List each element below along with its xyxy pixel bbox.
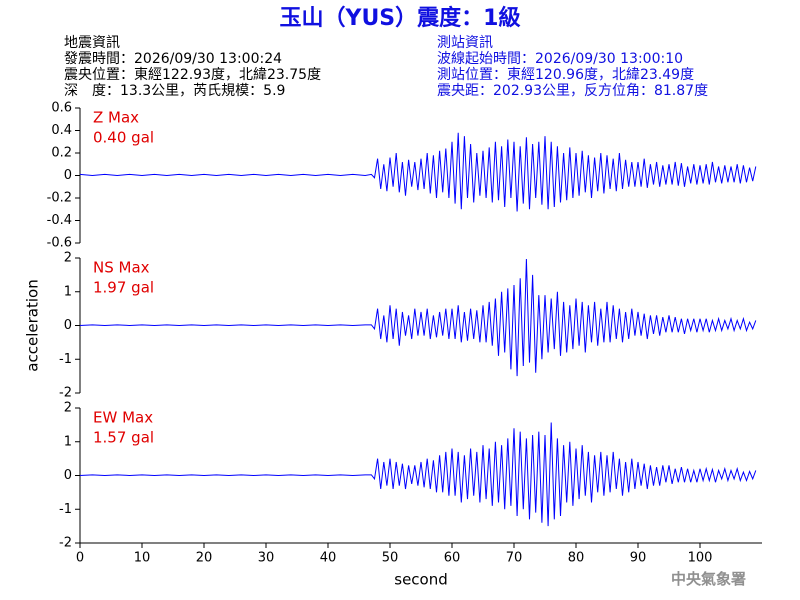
- info-line: 震央位置：東經122.93度，北緯23.75度: [64, 67, 321, 83]
- y-tick-label: 0: [64, 468, 72, 483]
- y-tick-label: -0.4: [47, 213, 72, 228]
- info-line: 測站資訊: [437, 35, 493, 51]
- y-axis-label: acceleration: [24, 279, 42, 371]
- y-tick-label: 0: [64, 318, 72, 333]
- waveform: [79, 132, 757, 212]
- y-tick-label: 1: [64, 284, 72, 299]
- info-line: 深 度：13.3公里，芮氏規模：5.9: [64, 82, 285, 99]
- x-tick-label: 90: [630, 551, 647, 566]
- y-tick-label: -1: [59, 502, 72, 517]
- y-tick-label: 2: [64, 401, 72, 416]
- y-tick-label: -2: [59, 386, 72, 401]
- title: 玉山（YUS）震度：1級: [280, 5, 521, 31]
- y-tick-label: 0: [64, 168, 72, 183]
- y-tick-label: -0.6: [47, 236, 72, 251]
- agency: 中央氣象署: [671, 570, 746, 588]
- info-line: 震央距：202.93公里，反方位角：81.87度: [437, 83, 708, 99]
- x-tick-label: 10: [134, 551, 151, 566]
- x-tick-label: 70: [506, 551, 523, 566]
- max-label: 0.40 gal: [93, 129, 154, 147]
- y-tick-label: -1: [59, 352, 72, 367]
- y-tick-label: -0.2: [47, 191, 72, 206]
- y-tick-label: 0.6: [51, 101, 72, 116]
- x-axis-label: second: [394, 571, 448, 589]
- y-tick-label: 1: [64, 434, 72, 449]
- max-label: NS Max: [93, 259, 150, 277]
- max-label: EW Max: [93, 409, 153, 427]
- waveform: [79, 258, 757, 377]
- x-tick-label: 80: [568, 551, 585, 566]
- info-line: 測站位置：東經120.96度，北緯23.49度: [437, 67, 694, 83]
- x-tick-label: 60: [444, 551, 461, 566]
- max-label: Z Max: [93, 109, 139, 127]
- x-tick-label: 20: [196, 551, 213, 566]
- x-tick-label: 0: [76, 551, 84, 566]
- x-tick-label: 50: [382, 551, 399, 566]
- y-tick-label: 2: [64, 251, 72, 266]
- max-label: 1.97 gal: [93, 279, 154, 297]
- y-tick-label: -2: [59, 536, 72, 551]
- max-label: 1.57 gal: [93, 429, 154, 447]
- info-line: 波線起始時間：2026/09/30 13:00:10: [437, 51, 683, 67]
- info-line: 地震資訊: [64, 35, 120, 51]
- x-tick-label: 30: [258, 551, 275, 566]
- x-tick-label: 100: [688, 551, 713, 566]
- x-tick-label: 40: [320, 551, 337, 566]
- y-tick-label: 0.2: [51, 146, 72, 161]
- y-tick-label: 0.4: [51, 123, 72, 138]
- info-line: 發震時間：2026/09/30 13:00:24: [64, 51, 282, 67]
- waveform: [79, 422, 757, 527]
